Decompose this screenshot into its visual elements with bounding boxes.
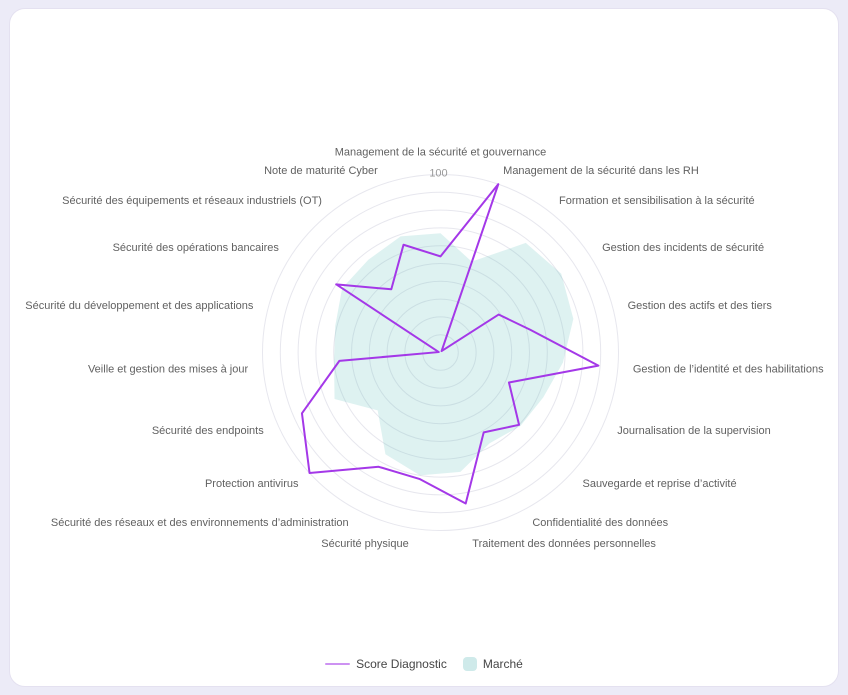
axis-label: Management de la sécurité dans les RH [503,165,699,177]
axis-label: Sécurité des endpoints [152,425,264,437]
grid-ring [315,227,566,478]
axis-label: Sécurité du développement et des applica… [25,300,254,312]
axis-label: Gestion de l’identité et des habilitatio… [633,363,824,375]
axis-label: Confidentialité des données [532,517,668,529]
grid-ring [404,316,477,389]
radar-svg: 100 Management de la sécurité et gouverna… [25,147,824,550]
legend-label-marche: Marché [482,657,523,671]
line-swatch-icon [325,663,351,665]
axis-label: Sécurité des équipements et réseaux indu… [62,195,322,207]
legend: Score Diagnostic Marché [10,657,838,671]
axis-label: Sauvegarde et reprise d’activité [582,478,736,490]
axis-label: Gestion des actifs et des tiers [628,300,773,312]
grid-ring [386,298,495,407]
area-swatch-icon [462,657,477,671]
grid-ring [297,209,584,496]
axis-label: Traitement des données personnelles [472,538,656,550]
axis-label: Journalisation de la supervision [617,425,770,437]
axis-label: Sécurité des réseaux et des environnemen… [51,517,349,529]
axis-label: Note de maturité Cyber [264,165,378,177]
axis-label: Sécurité des opérations bancaires [113,242,280,254]
series-marche-area [334,233,574,476]
axis-label: Gestion des incidents de sécurité [602,242,764,254]
grid-ring [262,174,619,531]
axis-label: Management de la sécurité et gouvernance [335,147,547,159]
axis-label: Formation et sensibilisation à la sécuri… [559,195,755,207]
legend-item-marche[interactable]: Marché [462,657,523,671]
radar-chart: 100 Management de la sécurité et gouverna… [10,9,838,686]
axis-label: Protection antivirus [205,478,299,490]
grid-ring [368,280,513,425]
axis-label: Veille et gestion des mises à jour [88,363,249,375]
grid-ring [351,263,530,442]
axis-label: Sécurité physique [321,538,408,550]
max-tick-label: 100 [429,168,447,180]
series-score-diagnostic-line [300,183,600,505]
grid-ring [279,191,602,514]
chart-card: 100 Management de la sécurité et gouverna… [9,8,839,687]
grid-ring [333,245,548,460]
legend-label-score-diagnostic: Score Diagnostic [356,657,447,671]
legend-item-score-diagnostic[interactable]: Score Diagnostic [325,657,447,671]
